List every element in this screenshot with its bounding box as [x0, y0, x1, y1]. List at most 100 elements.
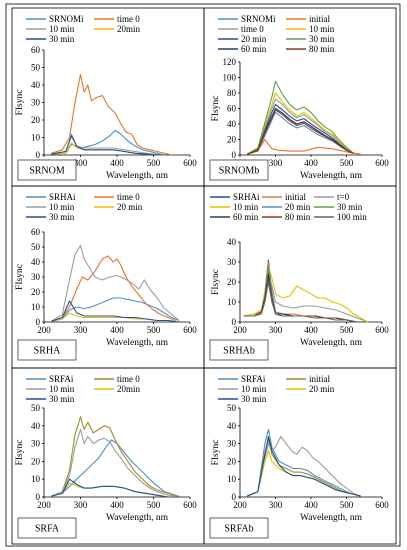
figure-border	[5, 3, 401, 547]
y-tick-label: 50	[31, 403, 41, 413]
x-tick-label: 300	[74, 325, 88, 335]
series-line-60-min	[246, 107, 354, 155]
series-line-30-min	[246, 80, 354, 155]
legend-entry: 100 min	[314, 212, 367, 222]
legend-label: 10 min	[309, 24, 335, 34]
legend-label: 80 min	[309, 44, 335, 54]
legend-entry: SRFAi	[26, 374, 74, 384]
y-tick-label: 60	[31, 227, 41, 237]
series-line-time-0	[51, 255, 176, 322]
x-tick-label: 400	[304, 500, 318, 510]
x-tick-label: 500	[147, 500, 161, 510]
legend-entry: SRHAi	[26, 192, 76, 202]
legend-label: time 0	[117, 192, 140, 202]
legend-label: t=0	[337, 192, 350, 202]
y-tick-label: 50	[227, 403, 237, 413]
legend-entry: 80 min	[262, 212, 311, 222]
panel-srnomb: 020406080100120200300400500600Wavelength…	[203, 7, 397, 187]
y-tick-label: 10	[227, 297, 237, 307]
series-line-srfai	[51, 439, 176, 497]
panel-tag-label: SRNOMb	[219, 166, 260, 177]
y-tick-label: 40	[31, 80, 41, 90]
legend-label: initial	[285, 192, 306, 202]
y-axis-label: FIsync	[211, 440, 221, 466]
legend-label: 10 min	[241, 384, 267, 394]
legend-label: SRHAi	[49, 192, 76, 202]
series-line-80-min	[246, 109, 354, 155]
y-tick-label: 0	[36, 150, 41, 160]
legend-label: 60 min	[233, 212, 259, 222]
x-axis-label: Wavelength, nm	[300, 513, 363, 523]
legend-entry: 20 min	[262, 202, 311, 212]
legend-entry: time 0	[218, 24, 264, 34]
series-line-100-min	[243, 281, 358, 323]
legend-entry: initial	[286, 14, 330, 24]
y-axis-label: FIsync	[15, 440, 25, 466]
panel-srhab: 0 10 20 30 40 200 300 400 500 600 Wavelength, nm FI…	[203, 185, 397, 369]
x-tick-label: 400	[304, 158, 318, 168]
x-tick-label: 300	[269, 325, 283, 335]
y-tick-label: 50	[31, 242, 41, 252]
x-tick-label: 200	[37, 500, 51, 510]
panel-tag-label: SRFAb	[224, 524, 253, 535]
series-line-30-min	[246, 435, 361, 497]
legend-label: 10 min	[49, 24, 75, 34]
y-tick-label: 0	[232, 150, 237, 160]
y-axis-label: FIsync	[211, 96, 221, 122]
legend-entry: t=0	[314, 192, 350, 202]
y-tick-label: 20	[227, 456, 237, 466]
panel-srha: 0 10 20 30 40 50 60 200 300 400 500 600 Wavelength, …	[11, 185, 205, 369]
legend-entry: SRNOMi	[26, 14, 84, 24]
y-tick-label: 30	[227, 257, 237, 267]
legend-entry: 10 min	[26, 384, 75, 394]
legend-label: SRFAi	[241, 374, 266, 384]
x-tick-label: 200	[233, 500, 247, 510]
legend-label: 30 min	[49, 212, 75, 222]
series-line-30-min	[51, 300, 180, 323]
y-tick-label: 30	[31, 439, 41, 449]
x-tick-label: 200	[37, 325, 51, 335]
y-axis-label: FIsync	[211, 269, 221, 295]
x-tick-label: 300	[74, 158, 88, 168]
x-tick-label: 600	[183, 500, 197, 510]
series-line-srfai	[246, 428, 361, 497]
y-tick-label: 40	[31, 421, 41, 431]
legend-entry: 30 min	[26, 212, 75, 222]
y-tick-label: 20	[227, 135, 237, 145]
y-tick-label: 20	[31, 456, 41, 466]
legend-entry: initial	[262, 192, 306, 202]
x-axis-label: Wavelength, nm	[300, 338, 363, 348]
legend-label: initial	[309, 374, 330, 384]
y-tick-label: 10	[31, 474, 41, 484]
x-tick-label: 400	[110, 500, 124, 510]
series-line-10-min	[243, 265, 369, 323]
legend-label: SRFAi	[49, 374, 74, 384]
legend-entry: time 0	[94, 14, 140, 24]
legend-entry: SRHAi	[210, 192, 260, 202]
y-tick-label: 80	[227, 88, 237, 98]
series-line-time-0	[51, 416, 180, 497]
y-tick-label: 60	[227, 104, 237, 114]
series-line-t-0	[243, 271, 368, 323]
legend-entry: 20min	[94, 24, 141, 34]
series-line-time-0	[51, 73, 172, 156]
series-line-20-min	[246, 104, 354, 155]
series-line-10-min	[51, 428, 180, 497]
legend-label: 20 min	[241, 34, 267, 44]
panel-tag-box	[209, 517, 269, 539]
x-tick-label: 400	[110, 158, 124, 168]
y-axis-label: FIsync	[15, 264, 25, 290]
y-tick-label: 120	[223, 57, 237, 67]
x-tick-label: 600	[375, 500, 389, 510]
series-line-20-min	[243, 265, 358, 323]
legend-label: 20 min	[309, 384, 335, 394]
legend-label: time 0	[117, 14, 140, 24]
legend-label: 30 min	[49, 34, 75, 44]
legend-entry: 20 min	[218, 34, 267, 44]
x-axis-label: Wavelength, nm	[106, 338, 169, 348]
legend-label: 80 min	[285, 212, 311, 222]
panel-tag-label: SRHA	[34, 346, 61, 357]
legend-label: 30 min	[49, 394, 75, 404]
y-tick-label: 60	[31, 45, 41, 55]
x-tick-label: 500	[340, 500, 354, 510]
